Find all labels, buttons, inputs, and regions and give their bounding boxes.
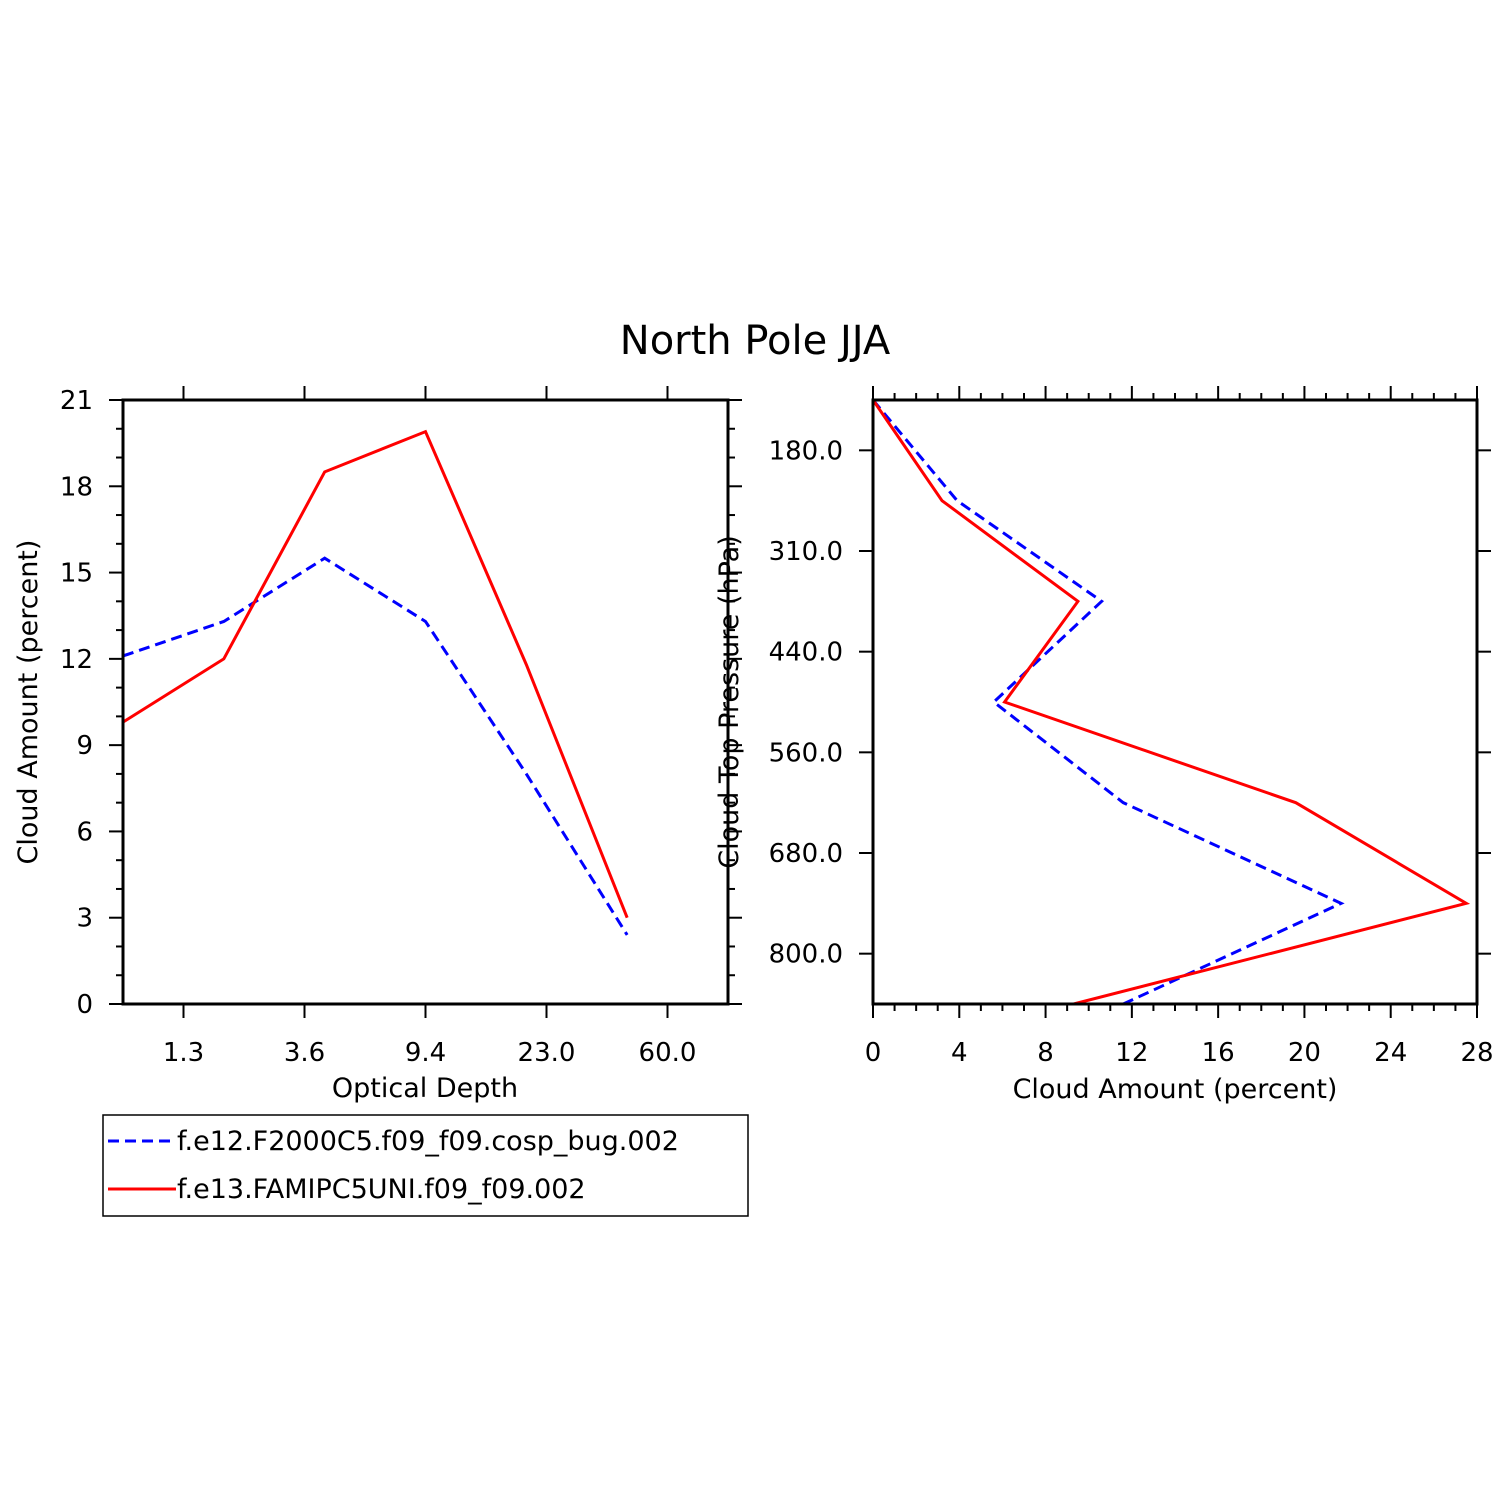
right-y-tick-label: 180.0 (769, 436, 843, 466)
right-x-tick-label: 28 (1460, 1038, 1493, 1068)
left-y-tick-label: 3 (76, 904, 93, 934)
left-x-tick-label: 1.3 (163, 1038, 204, 1068)
left-y-tick-label: 21 (60, 386, 93, 416)
left-y-tick-label: 12 (60, 645, 93, 675)
right-y-tick-label: 560.0 (769, 738, 843, 768)
right-x-tick-label: 16 (1202, 1038, 1235, 1068)
right-panel: 0 4 8 12 16 20 24 28 180.0 310.0 440.0 560.0 680.0 80… (714, 386, 1494, 1105)
right-x-tick-label: 4 (951, 1038, 968, 1068)
right-plot-frame (871, 398, 1479, 1006)
right-y-tick-label: 310.0 (769, 537, 843, 567)
left-series-group (122, 429, 629, 936)
right-axis-ticks (859, 386, 1491, 1018)
right-y-tick-label: 440.0 (769, 638, 843, 668)
left-y-tick-label: 15 (60, 559, 93, 589)
left-x-tick-label: 3.6 (284, 1038, 325, 1068)
left-axis-ticks (109, 386, 742, 1018)
legend-box (102, 1114, 749, 1217)
left-x-tick-label: 9.4 (405, 1038, 446, 1068)
right-x-tick-label: 8 (1037, 1038, 1054, 1068)
left-x-tick-label: 60.0 (639, 1038, 697, 1068)
left-tick-labels: 0 3 6 9 12 15 18 21 1.3 3.6 9.4 23.0 60.0 (60, 386, 697, 1068)
right-x-tick-label: 12 (1115, 1038, 1148, 1068)
right-y-tick-label: 680.0 (769, 839, 843, 869)
left-x-tick-label: 23.0 (518, 1038, 576, 1068)
right-x-tick-label: 0 (865, 1038, 882, 1068)
right-x-tick-label: 24 (1374, 1038, 1407, 1068)
right-tick-labels: 0 4 8 12 16 20 24 28 180.0 310.0 440.0 560.0 680.0 80… (769, 436, 1494, 1068)
legend-label-series1: f.e12.F2000C5.f09_f09.cosp_bug.002 (177, 1126, 679, 1157)
left-panel: 0 3 6 9 12 15 18 21 1.3 3.6 9.4 23.0 60.0 Optical De… (13, 386, 742, 1104)
right-y-tick-label: 800.0 (769, 940, 843, 970)
legend-label-series2: f.e13.FAMIPC5UNI.f09_f09.002 (177, 1174, 586, 1205)
right-series-line-1 (873, 400, 1345, 1004)
left-series-line-2 (122, 429, 629, 919)
left-x-axis-label: Optical Depth (332, 1073, 518, 1104)
left-y-tick-label: 6 (76, 817, 93, 847)
left-y-tick-label: 9 (76, 731, 93, 761)
left-y-axis-label: Cloud Amount (percent) (13, 540, 44, 865)
right-x-tick-label: 20 (1288, 1038, 1321, 1068)
legend: f.e12.F2000C5.f09_f09.cosp_bug.002 f.e13… (102, 1114, 749, 1217)
right-series-line-2 (873, 400, 1471, 1004)
right-y-axis-label: Cloud Top Pressure (hPa) (714, 535, 745, 869)
left-y-tick-label: 0 (76, 990, 93, 1020)
right-series-group (873, 400, 1471, 1004)
left-series-line-1 (122, 556, 629, 936)
right-x-axis-label: Cloud Amount (percent) (1013, 1074, 1338, 1105)
chart-title: North Pole JJA (620, 318, 891, 364)
left-plot-frame (121, 398, 730, 1006)
left-y-tick-label: 18 (60, 472, 93, 502)
